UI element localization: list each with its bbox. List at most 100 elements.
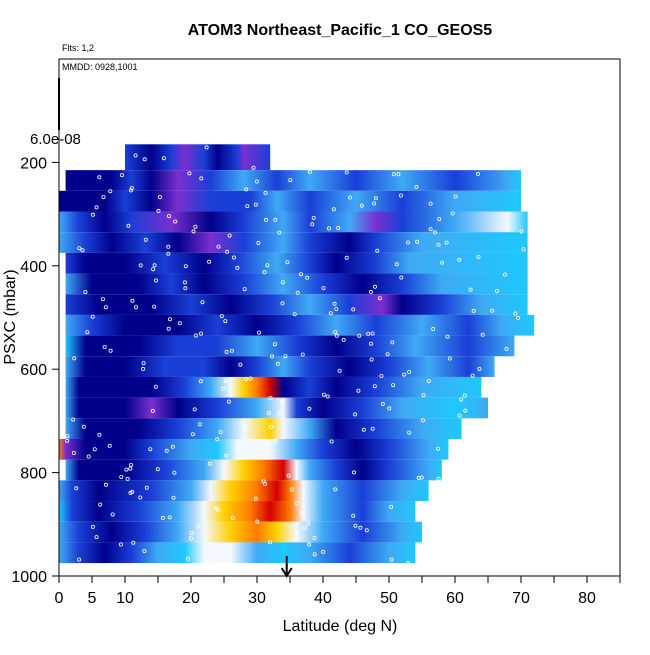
observation-point [124,467,129,472]
observation-point [444,240,449,245]
observation-point [294,501,299,506]
observation-point [277,411,282,416]
observation-point [415,239,420,244]
observation-point [477,366,482,371]
observation-point [341,337,346,342]
observation-point [375,248,380,253]
observation-point [85,330,90,335]
observation-point [459,397,464,402]
observation-point [396,172,401,177]
observation-point [141,361,146,366]
observation-point [286,473,291,478]
x-tick-label: 0 [55,590,64,607]
observation-point [77,246,82,251]
observation-point [221,386,226,391]
observation-point [231,255,236,260]
observation-point [243,424,248,429]
observation-point [377,296,382,301]
observation-point [480,332,485,337]
observation-point [65,434,70,439]
observation-point [436,242,441,247]
observation-point [119,474,124,479]
observation-point [152,304,157,309]
observation-point [263,217,268,222]
observation-point [450,211,455,216]
observation-point [108,348,113,353]
observation-point [370,331,375,336]
observation-point [437,217,442,222]
observation-point [402,372,407,377]
observation-point [272,342,277,347]
observation-point [166,214,171,219]
observation-point [126,223,131,228]
observation-point [103,305,108,310]
observation-point [334,307,339,312]
observation-point [453,194,458,199]
heatmap-band [65,252,528,274]
observation-point [173,219,178,224]
observation-point [432,230,437,235]
observation-point [230,515,235,520]
observation-point [74,486,79,491]
observation-point [151,267,156,272]
observation-point [513,311,518,316]
observation-point [337,368,342,373]
x-tick-label: 50 [380,590,398,607]
observation-point [414,184,419,189]
observation-point [369,357,374,362]
observation-point [462,393,467,398]
observation-point [166,251,171,256]
observation-point [226,399,231,404]
observation-point [405,560,410,565]
observation-point [421,393,426,398]
observation-point [161,156,166,161]
observation-point [71,417,76,422]
heatmap-band [65,397,488,419]
observation-point [253,496,258,501]
heatmap-band [65,294,528,315]
observation-point [235,265,240,270]
observation-point [242,287,247,292]
observation-point [502,272,507,277]
observation-point [328,311,333,316]
observation-point [351,470,356,475]
observation-point [144,485,149,490]
observation-point [300,352,305,357]
observation-point [504,346,509,351]
observation-point [245,204,250,209]
observation-point [94,205,99,210]
x-axis-label: Latitude (deg N) [283,618,398,635]
observation-point [353,412,358,417]
observation-point [131,540,136,545]
observation-point [391,383,396,388]
observation-point [200,300,205,305]
heatmap-band [65,335,515,357]
y-tick-label: 600 [20,362,47,379]
x-axis: 0 5 10 20 30 40 50 60 70 80 [55,576,621,607]
observation-point [370,426,375,431]
observation-point [470,373,475,378]
observation-point [348,195,353,200]
x-tick-label: 70 [512,590,530,607]
observation-point [65,438,70,443]
x-tick-label: 10 [116,590,134,607]
observation-point [182,280,187,285]
flights-annotation: Flts: 1,2 [62,43,94,53]
observation-point [261,479,266,484]
observation-point [331,207,336,212]
observation-point [100,297,105,302]
observation-point [110,512,115,517]
observation-point [387,406,392,411]
observation-point [243,376,248,381]
observation-point [244,187,249,192]
observation-point [94,535,99,540]
observation-point [366,331,371,336]
observation-point [218,430,223,435]
observation-point [192,407,197,412]
observation-point [356,388,361,393]
y-tick-label: 200 [20,155,47,172]
observation-point [207,461,212,466]
observation-point [336,225,341,230]
